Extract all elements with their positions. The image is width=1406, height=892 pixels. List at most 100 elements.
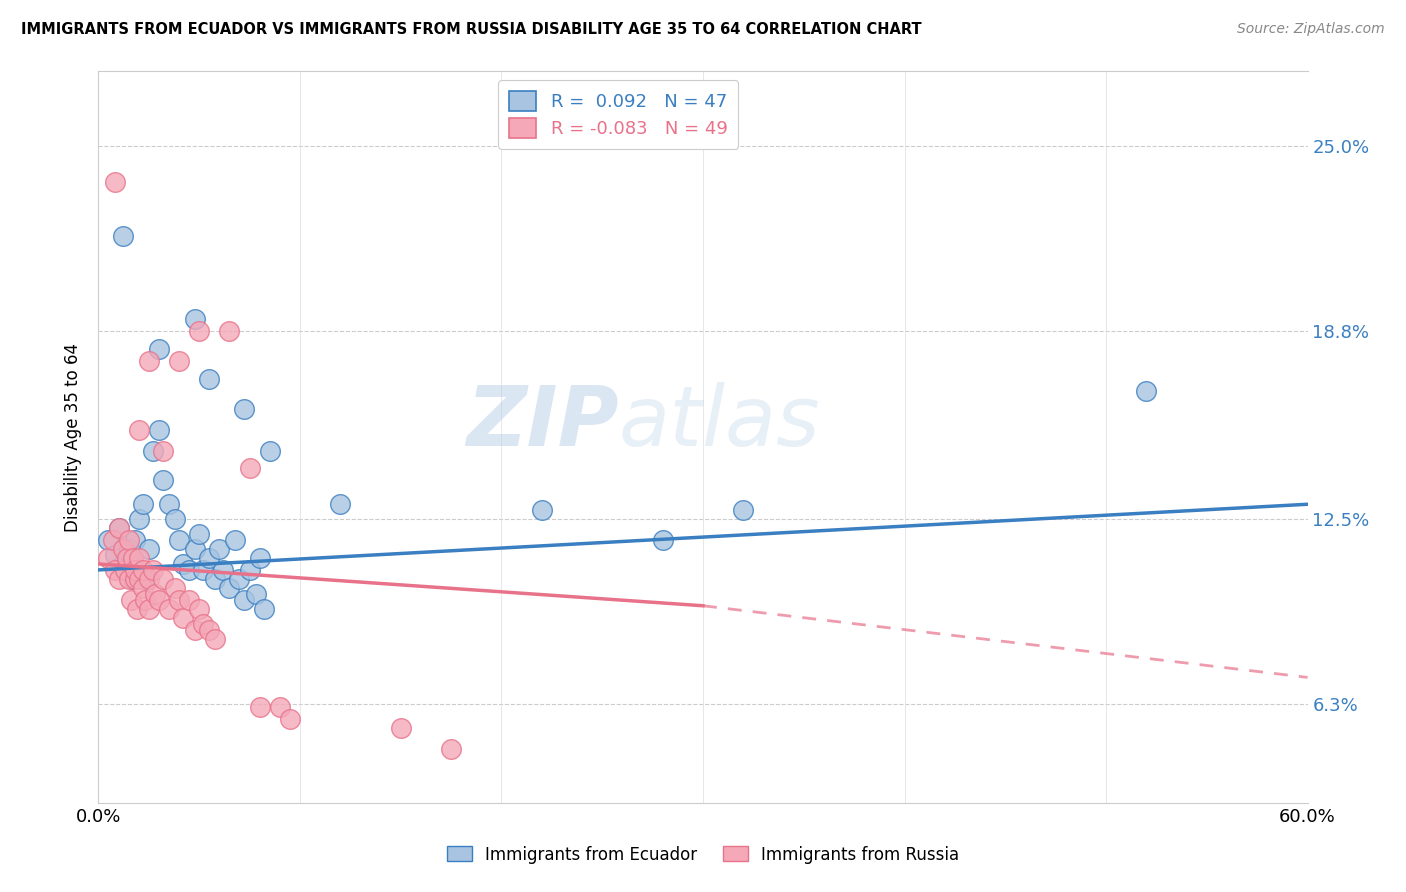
Text: IMMIGRANTS FROM ECUADOR VS IMMIGRANTS FROM RUSSIA DISABILITY AGE 35 TO 64 CORREL: IMMIGRANTS FROM ECUADOR VS IMMIGRANTS FR… bbox=[21, 22, 922, 37]
Point bbox=[157, 497, 180, 511]
Point bbox=[124, 533, 146, 547]
Y-axis label: Disability Age 35 to 64: Disability Age 35 to 64 bbox=[65, 343, 83, 532]
Point bbox=[103, 563, 125, 577]
Point bbox=[218, 324, 240, 338]
Point bbox=[120, 592, 142, 607]
Point bbox=[138, 601, 160, 615]
Point bbox=[97, 551, 120, 566]
Point bbox=[103, 175, 125, 189]
Point bbox=[184, 542, 207, 557]
Point bbox=[253, 601, 276, 615]
Point bbox=[218, 581, 240, 595]
Point bbox=[138, 572, 160, 586]
Point bbox=[107, 572, 129, 586]
Point bbox=[259, 443, 281, 458]
Point bbox=[530, 503, 553, 517]
Point bbox=[107, 521, 129, 535]
Point bbox=[125, 601, 148, 615]
Point bbox=[389, 721, 412, 735]
Point bbox=[134, 572, 156, 586]
Point bbox=[101, 533, 124, 547]
Point bbox=[107, 521, 129, 535]
Point bbox=[148, 342, 170, 356]
Point bbox=[172, 610, 194, 624]
Point bbox=[193, 563, 215, 577]
Point bbox=[184, 623, 207, 637]
Point bbox=[184, 312, 207, 326]
Legend: Immigrants from Ecuador, Immigrants from Russia: Immigrants from Ecuador, Immigrants from… bbox=[440, 839, 966, 871]
Point bbox=[172, 557, 194, 571]
Point bbox=[193, 616, 215, 631]
Point bbox=[204, 572, 226, 586]
Point bbox=[212, 563, 235, 577]
Point bbox=[142, 563, 165, 577]
Point bbox=[733, 503, 755, 517]
Point bbox=[167, 533, 190, 547]
Point bbox=[114, 563, 136, 577]
Point bbox=[124, 563, 146, 577]
Point bbox=[329, 497, 352, 511]
Point bbox=[143, 587, 166, 601]
Point bbox=[198, 372, 221, 386]
Text: ZIP: ZIP bbox=[465, 382, 619, 463]
Point bbox=[278, 712, 301, 726]
Point bbox=[179, 563, 201, 577]
Point bbox=[1135, 384, 1157, 398]
Point bbox=[118, 533, 141, 547]
Point bbox=[152, 443, 174, 458]
Point bbox=[148, 423, 170, 437]
Point bbox=[198, 623, 221, 637]
Point bbox=[138, 354, 160, 368]
Point bbox=[152, 474, 174, 488]
Point bbox=[148, 592, 170, 607]
Point bbox=[167, 592, 190, 607]
Point bbox=[440, 742, 463, 756]
Point bbox=[132, 581, 155, 595]
Point bbox=[128, 572, 150, 586]
Point bbox=[228, 572, 250, 586]
Point bbox=[114, 563, 136, 577]
Point bbox=[121, 572, 143, 586]
Point bbox=[232, 592, 254, 607]
Point bbox=[132, 497, 155, 511]
Point bbox=[239, 461, 262, 475]
Point bbox=[111, 228, 134, 243]
Point bbox=[134, 592, 156, 607]
Point bbox=[249, 551, 271, 566]
Point bbox=[204, 632, 226, 646]
Legend: R =  0.092   N = 47, R = -0.083   N = 49: R = 0.092 N = 47, R = -0.083 N = 49 bbox=[498, 80, 738, 149]
Point bbox=[245, 587, 267, 601]
Point bbox=[111, 557, 134, 571]
Point bbox=[118, 542, 141, 557]
Point bbox=[163, 512, 186, 526]
Point bbox=[188, 527, 211, 541]
Point bbox=[121, 551, 143, 566]
Point bbox=[188, 601, 211, 615]
Point bbox=[249, 700, 271, 714]
Point bbox=[138, 542, 160, 557]
Point bbox=[118, 572, 141, 586]
Point bbox=[232, 401, 254, 416]
Point bbox=[152, 572, 174, 586]
Point bbox=[111, 542, 134, 557]
Point bbox=[651, 533, 673, 547]
Text: Source: ZipAtlas.com: Source: ZipAtlas.com bbox=[1237, 22, 1385, 37]
Point bbox=[224, 533, 246, 547]
Point bbox=[188, 324, 211, 338]
Point bbox=[179, 592, 201, 607]
Point bbox=[163, 581, 186, 595]
Point bbox=[128, 423, 150, 437]
Point bbox=[128, 512, 150, 526]
Point bbox=[269, 700, 291, 714]
Point bbox=[239, 563, 262, 577]
Text: atlas: atlas bbox=[619, 382, 820, 463]
Point bbox=[157, 601, 180, 615]
Point bbox=[120, 551, 142, 566]
Point bbox=[142, 443, 165, 458]
Point bbox=[208, 542, 231, 557]
Point bbox=[103, 548, 125, 562]
Point bbox=[124, 572, 146, 586]
Point bbox=[198, 551, 221, 566]
Point bbox=[97, 533, 120, 547]
Point bbox=[167, 354, 190, 368]
